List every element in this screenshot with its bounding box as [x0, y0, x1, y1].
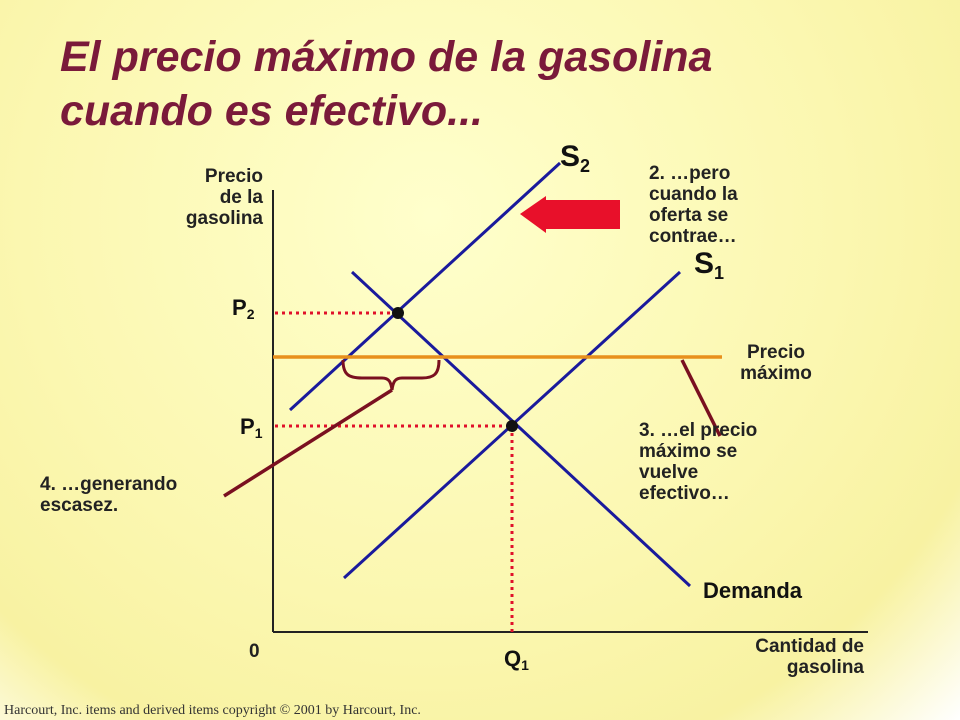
supply-shift-arrow	[520, 196, 620, 233]
y-axis-label-line-3: gasolina	[185, 208, 263, 229]
annotation-3-line-4: efectivo…	[639, 483, 730, 504]
copyright-footer: Harcourt, Inc. items and derived items c…	[4, 703, 421, 718]
demand-label: Demanda	[703, 578, 803, 603]
quantity-label-q1-subscript: 1	[521, 657, 529, 673]
shortage-brace	[341, 359, 441, 391]
x-axis-label-line-2: gasolina	[786, 657, 864, 678]
annotation-3-line-3: vuelve	[639, 462, 699, 483]
annotation-supply-contracts: 2. …pero cuando la oferta se contrae…	[649, 163, 738, 247]
supply-label-s2: S2	[560, 142, 590, 181]
origin-label: 0	[249, 641, 260, 662]
annotation-2-line-1: 2. …pero	[649, 163, 731, 184]
price-ceiling-label-line-2: máximo	[740, 363, 812, 384]
x-axis-label: Cantidad de gasolina	[680, 636, 864, 678]
y-axis-label-line-2: de la	[219, 187, 263, 208]
annotation-ceiling-binding: 3. …el precio máximo se vuelve efectivo…	[639, 420, 757, 504]
annotation-3-line-2: máximo se	[639, 441, 738, 462]
x-axis-label-line-1: Cantidad de	[755, 636, 864, 657]
price-label-p1: P1	[240, 415, 262, 445]
y-axis-label: Precio de la gasolina	[130, 166, 263, 229]
title-line-2: cuando es efectivo...	[60, 87, 483, 135]
slide-title: El precio máximo de la gasolina cuando e…	[60, 30, 920, 138]
annotation-2-line-4: contrae…	[649, 226, 737, 247]
annotation-shortage: 4. …generando escasez.	[40, 474, 177, 516]
demand-curve	[350, 270, 692, 588]
ceiling-pointer-line	[680, 359, 722, 437]
supply-label-s1-subscript: 1	[714, 263, 725, 283]
shortage-pointer-line	[223, 388, 393, 498]
annotation-2-line-3: oferta se	[649, 205, 729, 226]
annotation-4-line-2: escasez.	[40, 495, 119, 516]
equilibrium-point-1	[506, 420, 518, 432]
equilibrium-point-2	[392, 307, 404, 319]
supply-label-s1: S1	[694, 249, 724, 288]
supply-label-s1-letter: S	[694, 247, 715, 280]
price-label-p2-letter: P	[232, 295, 247, 320]
y-axis-label-line-1: Precio	[204, 166, 263, 187]
quantity-label-q1-letter: Q	[504, 646, 522, 671]
annotation-4-line-1: 4. …generando	[40, 474, 178, 495]
price-ceiling-label: Precio máximo	[716, 342, 836, 384]
price-label-p1-subscript: 1	[254, 425, 263, 441]
quantity-label-q1: Q1	[504, 647, 529, 677]
supply-label-s2-letter: S	[560, 140, 581, 173]
price-label-p2: P2	[232, 296, 254, 326]
annotation-2-line-2: cuando la	[649, 184, 738, 205]
supply-curve-s2	[288, 161, 562, 412]
title-line-1: El precio máximo de la gasolina	[60, 33, 713, 81]
supply-label-s2-subscript: 2	[580, 156, 591, 176]
price-label-p1-letter: P	[240, 414, 255, 439]
annotation-3-line-1: 3. …el precio	[639, 420, 758, 441]
price-ceiling-label-line-1: Precio	[746, 342, 806, 363]
price-label-p2-subscript: 2	[246, 306, 255, 322]
